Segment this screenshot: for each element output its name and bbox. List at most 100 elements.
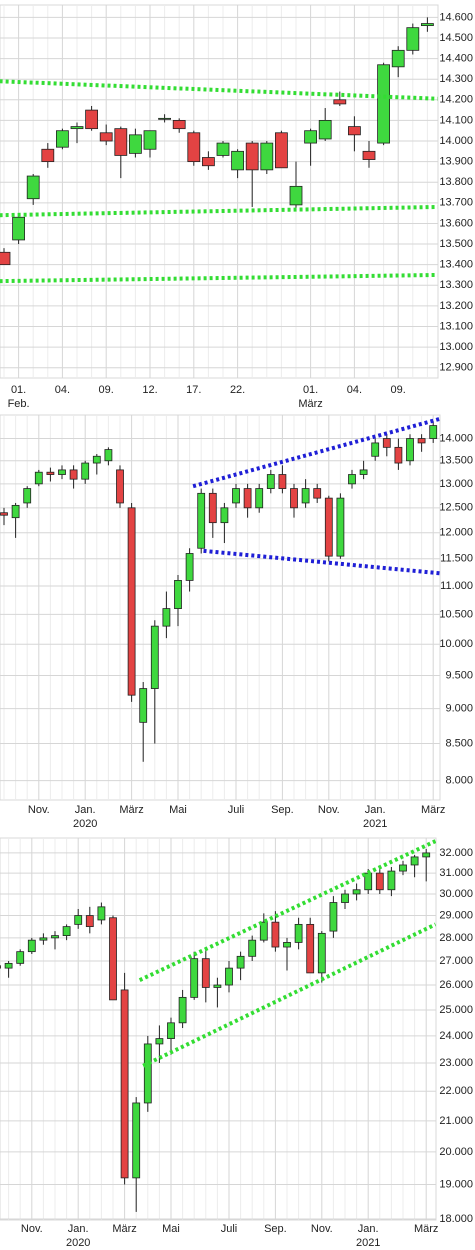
candle-body <box>304 130 318 144</box>
candle-body <box>155 1038 164 1045</box>
y-tick-label: 10.000 <box>439 638 473 650</box>
y-tick-label: 12.000 <box>439 527 473 539</box>
candle-body <box>278 474 287 489</box>
y-tick-label: 13.000 <box>439 478 473 490</box>
trend-line <box>192 416 440 489</box>
candle-body <box>290 488 298 509</box>
x-tick-label: Nov. <box>311 1223 333 1235</box>
candle-body <box>27 939 36 953</box>
candle-body <box>213 984 222 988</box>
candle-body <box>341 893 349 903</box>
candle-body <box>139 688 148 723</box>
y-tick-label: 13.900 <box>439 156 473 168</box>
y-tick-label: 29.000 <box>439 909 473 921</box>
x-tick-label: Nov. <box>318 804 340 816</box>
candle-body <box>231 150 245 171</box>
plot-area <box>0 837 437 1221</box>
y-tick-label: 13.500 <box>439 238 473 250</box>
x-tick-label: Jan. <box>68 1223 89 1235</box>
candle-body <box>232 488 240 504</box>
y-tick-label: 28.000 <box>439 932 473 944</box>
y-tick-label: 26.000 <box>439 979 473 991</box>
candle-body <box>294 923 303 943</box>
candle-body <box>120 989 129 1179</box>
candle-body <box>16 951 25 964</box>
x-sublabel: März <box>298 398 322 410</box>
candle-body <box>333 99 347 105</box>
candle-body <box>99 132 113 142</box>
candle-body <box>364 872 373 891</box>
x-tick-label: März <box>112 1223 136 1235</box>
y-tick-label: 14.000 <box>439 432 473 444</box>
candle-body <box>236 955 245 969</box>
candle-body <box>39 937 48 941</box>
candle-body <box>352 889 361 895</box>
candle-body <box>178 996 187 1024</box>
candle-body <box>185 553 194 581</box>
x-tick-label: Mai <box>169 804 187 816</box>
candle-body <box>85 915 94 928</box>
candle-body <box>92 455 101 464</box>
x-tick-label: 09. <box>391 384 406 396</box>
y-tick-label: 14.500 <box>439 32 473 44</box>
candle-body <box>377 64 391 144</box>
trend-line <box>0 79 438 101</box>
y-tick-label: 9.000 <box>445 703 473 715</box>
trend-line <box>0 272 438 284</box>
candle-body <box>245 142 259 171</box>
y-tick-label: 8.000 <box>445 775 473 787</box>
candlestick-chart: Nov. Jan. 2020 März Mai Juli Sep. Nov. Jan. 2021 M… <box>0 414 473 830</box>
y-tick-label: 32.000 <box>439 847 473 859</box>
candle-body <box>97 906 106 921</box>
y-tick-label: 22.000 <box>439 1085 473 1097</box>
y-tick-label: 14.600 <box>439 11 473 23</box>
candle-body <box>74 915 83 925</box>
candle-body <box>0 251 11 266</box>
y-tick-label: 13.000 <box>439 341 473 353</box>
y-tick-label: 24.000 <box>439 1030 473 1042</box>
candle-body <box>394 446 403 464</box>
candle-body <box>51 935 59 939</box>
y-tick-label: 20.000 <box>439 1146 473 1158</box>
candle-body <box>348 474 356 485</box>
y-tick-label: 14.200 <box>439 94 473 106</box>
y-tick-label: 9.500 <box>445 669 473 681</box>
candle-body <box>150 625 159 689</box>
y-tick-label: 19.000 <box>439 1178 473 1190</box>
plot-area <box>0 4 439 379</box>
candle-body <box>406 438 414 462</box>
trend-line <box>203 548 440 576</box>
candle-body <box>406 27 420 51</box>
candle-body <box>34 471 43 485</box>
candle-body <box>58 469 66 475</box>
candlestick-chart: Nov. Jan. 2020 März Mai Juli Sep. Nov. Jan. 2021 M… <box>0 837 473 1249</box>
y-tick-label: 13.800 <box>439 176 473 188</box>
x-tick-label: März <box>414 1223 438 1235</box>
y-tick-label: 31.000 <box>439 867 473 879</box>
candle-body <box>0 965 1 969</box>
x-sublabel: Feb. <box>8 398 30 410</box>
candle-body <box>336 497 345 557</box>
x-tick-label: März <box>421 804 445 816</box>
candle-body <box>197 492 206 549</box>
candle-body <box>271 921 280 948</box>
candle-body <box>81 462 90 480</box>
y-tick-label: 18.000 <box>439 1213 473 1225</box>
candle-body <box>266 474 275 489</box>
y-tick-label: 11.000 <box>440 580 473 592</box>
candle-body <box>167 1022 175 1039</box>
candle-body <box>12 216 26 241</box>
candle-body <box>201 958 210 988</box>
candle-body <box>85 109 98 130</box>
candle-body <box>56 130 69 148</box>
candle-body <box>116 469 124 504</box>
candle-body <box>174 580 182 609</box>
plot-layer <box>0 5 438 378</box>
x-tick-label: Sep. <box>271 804 294 816</box>
x-tick-label: Nov. <box>28 804 50 816</box>
y-tick-label: 13.500 <box>439 455 473 467</box>
candle-body <box>46 471 55 475</box>
candle-body <box>216 142 230 156</box>
x-tick-label: Jan. <box>358 1223 379 1235</box>
